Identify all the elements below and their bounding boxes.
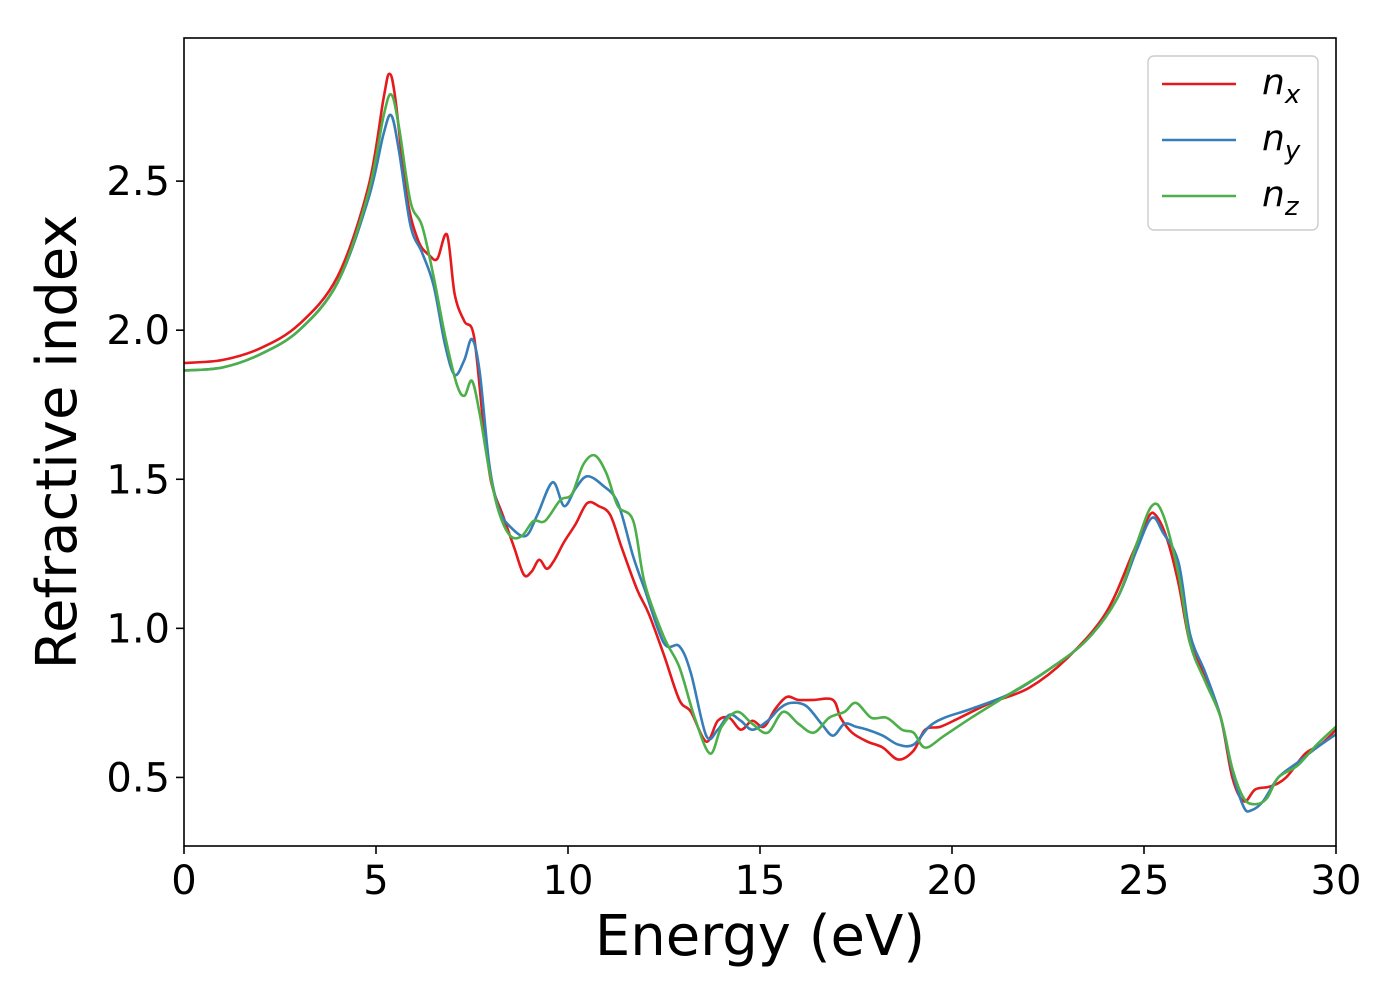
x-tick-label: 10 <box>543 858 594 904</box>
series-line-z <box>183 93 1337 806</box>
x-tick-label: 15 <box>735 858 786 904</box>
legend: nx ny nz <box>1147 55 1319 231</box>
x-tick-label: 5 <box>363 858 388 904</box>
legend-label-z: nz <box>1262 174 1300 222</box>
x-tick-label: 20 <box>927 858 978 904</box>
x-axis-ticks: 0 5 10 15 20 25 30 <box>171 846 1361 904</box>
y-tick-label: 1.0 <box>106 606 170 652</box>
series-line-x <box>183 72 1337 803</box>
x-tick-label: 0 <box>171 858 196 904</box>
legend-label-y: ny <box>1262 118 1301 166</box>
y-tick-label: 1.5 <box>106 457 170 503</box>
x-tick-label: 30 <box>1311 858 1362 904</box>
series-layer <box>183 72 1337 813</box>
legend-items: nx ny nz <box>1162 62 1301 222</box>
legend-label-x: nx <box>1262 62 1301 110</box>
x-tick-label: 25 <box>1119 858 1170 904</box>
y-tick-label: 2.5 <box>106 159 170 205</box>
y-axis-ticks: 0.5 1.0 1.5 2.0 2.5 <box>106 159 184 801</box>
y-axis-title: Refractive index <box>25 215 90 670</box>
plot-frame <box>183 37 1337 847</box>
y-tick-label: 0.5 <box>106 755 170 801</box>
y-tick-label: 2.0 <box>106 308 170 354</box>
legend-frame <box>1147 55 1319 231</box>
x-axis-title: Energy (eV) <box>595 904 925 969</box>
